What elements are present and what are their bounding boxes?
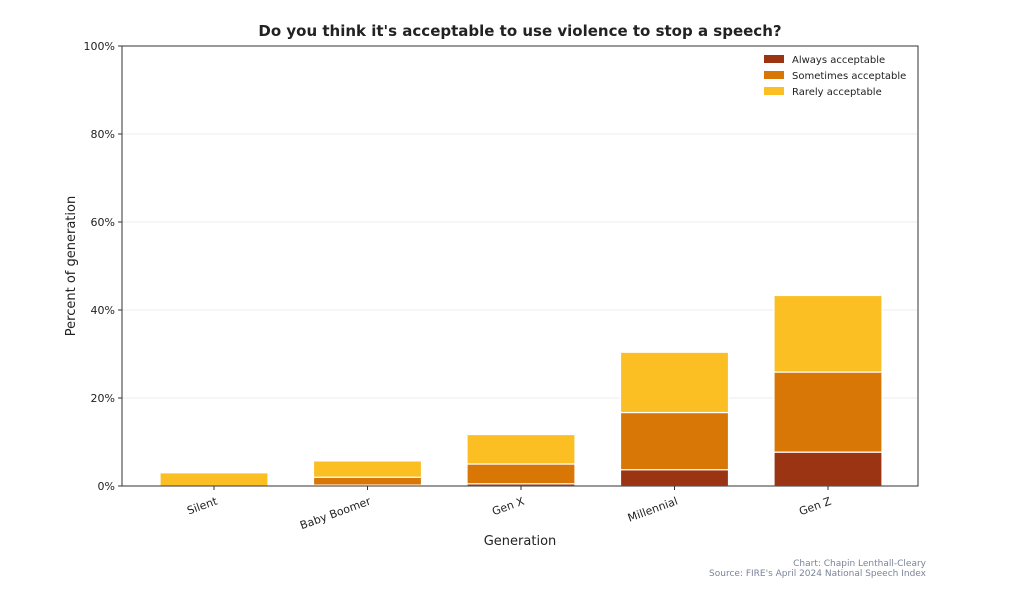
x-tick-label: Millennial — [626, 495, 680, 525]
y-tick-label: 60% — [91, 216, 115, 229]
y-tick-label: 0% — [98, 480, 115, 493]
bar-segment — [466, 433, 576, 465]
bar-segment — [312, 476, 423, 486]
legend-swatch — [764, 55, 784, 63]
legend-label: Rarely acceptable — [792, 87, 882, 98]
legend-label: Always acceptable — [792, 55, 885, 66]
y-tick-label: 80% — [91, 128, 115, 141]
plot-frame — [121, 45, 919, 487]
y-tick-label: 40% — [91, 304, 115, 317]
legend-swatch — [764, 71, 784, 79]
credit-source: Source: FIRE's April 2024 National Speec… — [709, 569, 927, 579]
bar-segment — [773, 294, 883, 373]
bar-segment — [619, 411, 730, 471]
x-tick-label: Silent — [185, 494, 219, 517]
bar-segment — [773, 451, 883, 487]
legend-label: Sometimes acceptable — [792, 71, 906, 82]
bar-segment — [159, 472, 269, 487]
chart-title: Do you think it's acceptable to use viol… — [258, 22, 781, 40]
x-tick-label: Gen X — [490, 494, 526, 518]
bar-segment — [619, 469, 730, 487]
x-axis-label: Generation — [484, 534, 557, 549]
bar-segment — [773, 371, 883, 453]
legend-swatch — [764, 87, 784, 95]
credit-chart: Chart: Chapin Lenthall-Cleary — [793, 559, 927, 569]
y-tick-label: 20% — [91, 392, 115, 405]
bar-segment — [619, 351, 730, 414]
y-axis-label: Percent of generation — [64, 196, 79, 336]
y-tick-label: 100% — [84, 40, 115, 53]
x-tick-label: Gen Z — [797, 494, 833, 518]
bar-segment — [466, 463, 576, 485]
bar-segment — [312, 460, 423, 478]
x-tick-label: Baby Boomer — [298, 494, 373, 532]
